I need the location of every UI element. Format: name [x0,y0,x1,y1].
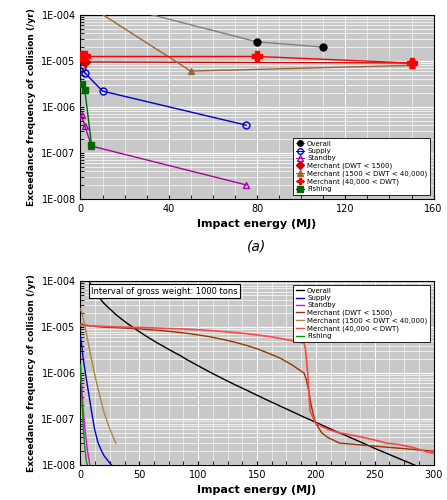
Legend: Overall, Supply, Standby, Merchant (DWT < 1500), Merchant (1500 < DWT < 40,000),: Overall, Supply, Standby, Merchant (DWT … [293,138,430,195]
Legend: Overall, Supply, Standby, Merchant (DWT < 1500), Merchant (1500 < DWT < 40,000),: Overall, Supply, Standby, Merchant (DWT … [293,285,430,342]
Text: (a): (a) [247,239,267,253]
Y-axis label: Exceedance frequency of collision (/yr): Exceedance frequency of collision (/yr) [27,274,36,472]
Y-axis label: Exceedance frequency of collision (/yr): Exceedance frequency of collision (/yr) [27,8,36,206]
X-axis label: Impact energy (MJ): Impact energy (MJ) [198,486,316,496]
Text: Interval of gross weight: 1000 tons: Interval of gross weight: 1000 tons [91,287,238,296]
X-axis label: Impact energy (MJ): Impact energy (MJ) [198,219,316,229]
